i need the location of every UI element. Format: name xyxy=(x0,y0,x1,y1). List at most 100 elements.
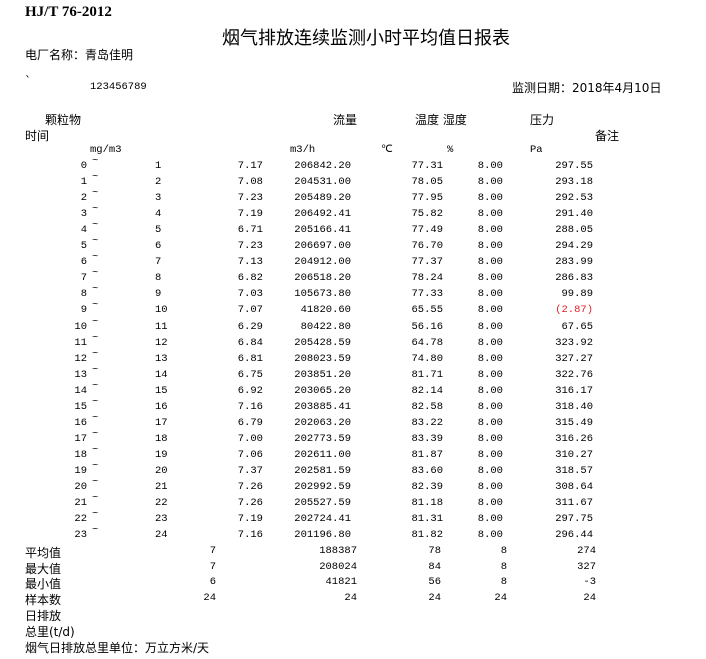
temp-value: 81.31 xyxy=(411,513,443,526)
humidity-value: 8.00 xyxy=(477,368,503,381)
humidity-value: 8.00 xyxy=(477,304,503,317)
pressure-value: 99.89 xyxy=(561,288,593,301)
summary-flow: 208024 xyxy=(319,560,357,573)
summary-label: 平均值 xyxy=(25,546,62,560)
temp-value: 77.49 xyxy=(411,224,443,237)
unit-particulate: mg/m3 xyxy=(90,144,122,156)
hour-end: 2 xyxy=(155,176,162,189)
particulate-value: 7.19 xyxy=(237,208,263,221)
temp-value: 56.16 xyxy=(411,320,443,333)
pressure-value: 308.64 xyxy=(555,481,593,493)
flow-value: 206842.20 xyxy=(294,160,351,172)
hour-start: 5 xyxy=(80,240,87,253)
humidity-value: 8.00 xyxy=(477,208,503,221)
pressure-value: 291.40 xyxy=(555,208,593,221)
col-pressure: 压力 xyxy=(530,113,555,127)
hour-start: 2 xyxy=(80,192,87,205)
summary-pressure: -3 xyxy=(583,576,596,589)
temp-value: 82.58 xyxy=(411,400,443,413)
hour-end: 1 xyxy=(155,160,162,172)
tilde-icon: ~ xyxy=(92,251,99,264)
temp-value: 83.60 xyxy=(411,464,443,477)
hour-end: 23 xyxy=(155,513,168,526)
temp-value: 75.82 xyxy=(411,208,443,221)
temp-value: 78.05 xyxy=(411,176,443,189)
humidity-value: 8.00 xyxy=(477,352,503,365)
hour-start: 7 xyxy=(80,272,87,285)
temp-value: 83.22 xyxy=(411,416,443,429)
tilde-icon: ~ xyxy=(92,171,99,184)
pressure-value: 310.27 xyxy=(555,448,593,461)
tilde-icon: ~ xyxy=(92,443,99,456)
humidity-value: 8.00 xyxy=(477,448,503,461)
tilde-icon: ~ xyxy=(92,235,99,248)
flow-value: 41820.60 xyxy=(300,304,351,317)
particulate-value: 7.16 xyxy=(237,529,263,542)
hour-start: 8 xyxy=(80,288,87,301)
particulate-value: 7.26 xyxy=(237,481,263,493)
flow-value: 205428.59 xyxy=(294,336,351,349)
hour-start: 12 xyxy=(74,352,87,365)
temp-value: 76.70 xyxy=(411,240,443,253)
total-label: 总里(t/d) xyxy=(25,625,75,639)
summary-label: 最大值 xyxy=(25,561,62,576)
humidity-value: 8.00 xyxy=(477,400,503,413)
tilde-icon: ~ xyxy=(92,363,99,376)
humidity-value: 8.00 xyxy=(477,529,503,542)
temp-value: 64.78 xyxy=(411,336,443,349)
hour-end: 14 xyxy=(155,368,168,381)
hour-end: 12 xyxy=(155,336,168,349)
humidity-value: 8.00 xyxy=(477,160,503,172)
hour-end: 3 xyxy=(155,192,162,205)
pressure-value: 283.99 xyxy=(555,256,593,269)
particulate-value: 7.07 xyxy=(237,304,263,317)
hour-start: 18 xyxy=(74,448,87,461)
particulate-value: 7.16 xyxy=(237,400,263,413)
humidity-value: 8.00 xyxy=(477,416,503,429)
temp-value: 77.37 xyxy=(411,256,443,269)
pressure-value: 286.83 xyxy=(555,272,593,285)
humidity-value: 8.00 xyxy=(477,272,503,285)
summary-flow: 24 xyxy=(344,592,357,605)
particulate-value: 6.82 xyxy=(237,272,263,285)
col-time: 时间 xyxy=(25,129,50,143)
hour-end: 5 xyxy=(155,224,162,237)
pressure-value: (2.87) xyxy=(555,304,593,317)
tilde-icon: ~ xyxy=(92,219,99,232)
flow-value: 205527.59 xyxy=(294,497,351,510)
hour-start: 22 xyxy=(74,513,87,526)
humidity-value: 8.00 xyxy=(477,497,503,510)
particulate-value: 6.84 xyxy=(237,336,263,349)
hour-start: 19 xyxy=(74,464,87,477)
tilde-icon: ~ xyxy=(92,508,99,521)
mark: ` xyxy=(25,74,31,88)
temp-value: 77.33 xyxy=(411,288,443,301)
temp-value: 81.71 xyxy=(411,368,443,381)
particulate-value: 7.03 xyxy=(237,288,263,301)
summary-temp: 78 xyxy=(428,545,441,557)
humidity-value: 8.00 xyxy=(477,464,503,477)
summary-pressure: 24 xyxy=(583,592,596,605)
particulate-value: 7.37 xyxy=(237,464,263,477)
hour-start: 15 xyxy=(74,400,87,413)
hour-end: 9 xyxy=(155,288,162,301)
flow-value: 206518.20 xyxy=(294,272,351,285)
flow-value: 201196.80 xyxy=(294,529,351,542)
humidity-value: 8.00 xyxy=(477,481,503,493)
tilde-icon: ~ xyxy=(92,267,99,280)
humidity-value: 8.00 xyxy=(477,224,503,237)
particulate-value: 6.29 xyxy=(237,320,263,333)
temp-value: 74.80 xyxy=(411,352,443,365)
humidity-value: 8.00 xyxy=(477,176,503,189)
pressure-value: 293.18 xyxy=(555,176,593,189)
particulate-value: 6.92 xyxy=(237,384,263,397)
flow-value: 205166.41 xyxy=(294,224,351,237)
tilde-icon: ~ xyxy=(92,379,99,392)
daily-emission-label: 日排放 xyxy=(25,609,62,623)
hour-end: 13 xyxy=(155,352,168,365)
pressure-value: 296.44 xyxy=(555,529,593,542)
col-remark: 备注 xyxy=(595,129,620,143)
hour-end: 6 xyxy=(155,240,162,253)
tilde-icon: ~ xyxy=(92,492,99,505)
summary-humidity: 8 xyxy=(500,560,507,573)
